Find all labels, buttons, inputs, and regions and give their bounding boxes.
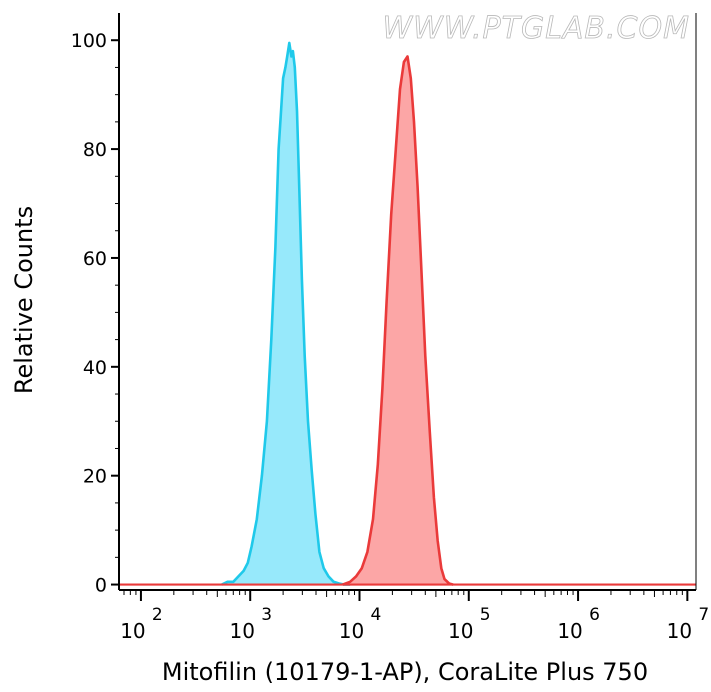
y-tick-label: 20 (83, 466, 107, 488)
series-2-fill (342, 56, 454, 585)
x-tick-label-exponent: 6 (589, 605, 600, 625)
y-axis-label: Relative Counts (10, 206, 38, 394)
x-tick-label-exponent: 4 (370, 605, 381, 625)
x-tick-label-base: 10 (557, 619, 582, 643)
plot-area (119, 41, 696, 586)
watermark-text: WWW.PTGLAB.COM (382, 11, 690, 46)
x-tick-label-exponent: 3 (261, 605, 272, 625)
x-tick-label-base: 10 (667, 619, 692, 643)
y-tick-label: 100 (71, 30, 107, 52)
y-tick-label: 60 (83, 248, 107, 270)
series-1-fill (221, 42, 351, 585)
x-axis-label: Mitofilin (10179-1-AP), CoraLite Plus 75… (162, 658, 648, 686)
y-tick-label: 0 (95, 575, 107, 597)
y-tick-label: 80 (83, 139, 107, 161)
x-tick-label-base: 10 (120, 619, 145, 643)
x-tick-label-exponent: 5 (480, 605, 491, 625)
series-1-line (221, 41, 351, 586)
x-tick-label-exponent: 7 (698, 605, 709, 625)
x-tick-label-exponent: 2 (152, 605, 163, 625)
x-tick-label-base: 10 (448, 619, 473, 643)
x-tick-label-base: 10 (229, 619, 254, 643)
axes: 0 20 40 60 80 100 10 2 10 3 10 4 10 5 10 6 10 7 (71, 13, 709, 643)
x-tick-label-base: 10 (339, 619, 364, 643)
y-tick-label: 40 (83, 357, 107, 379)
series-2-line (342, 55, 454, 586)
